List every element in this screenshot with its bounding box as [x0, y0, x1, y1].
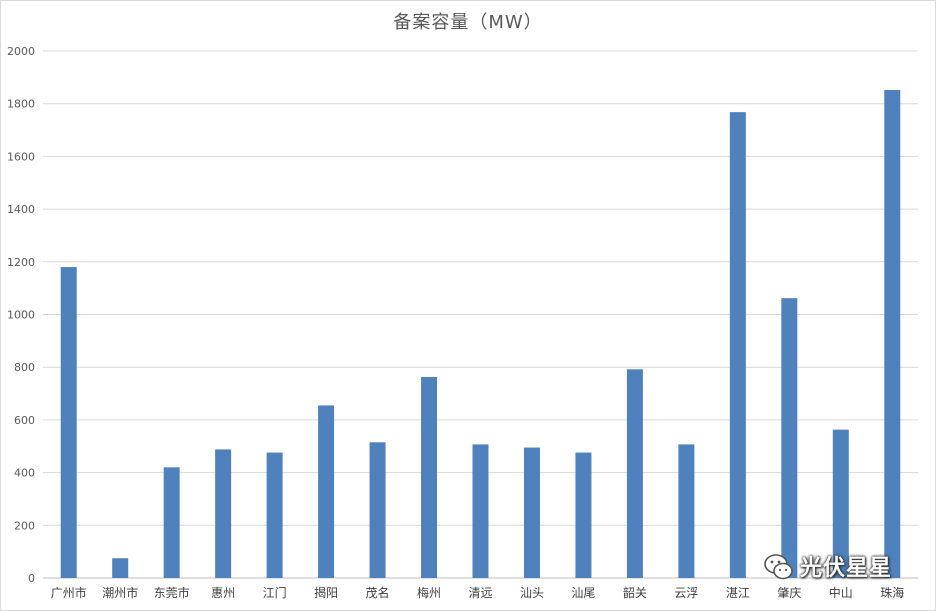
bar-10 [575, 452, 592, 578]
y-tick-label: 400 [14, 467, 35, 480]
y-tick-label: 1800 [7, 98, 35, 111]
x-tick-label: 惠州 [211, 586, 235, 600]
chart-title: 备案容量（MW） [393, 12, 543, 33]
bar-3 [215, 449, 232, 578]
bar-2 [163, 467, 180, 578]
bar-4 [266, 452, 283, 578]
x-axis-ticks: 广州市 潮州市 东莞市 惠州 江门 揭阳 茂名 梅州 清远 汕头 汕尾 韶关 云浮 湛江 肇庆 中山 珠海 [51, 585, 905, 600]
y-axis-ticks: 0 200 400 600 800 1000 1200 1400 1600 1800 2000 [7, 45, 35, 585]
y-tick-label: 1200 [7, 256, 35, 269]
gridlines [43, 50, 918, 579]
x-tick-label: 梅州 [417, 585, 441, 600]
bar-14 [781, 298, 798, 578]
x-tick-label: 湛江 [726, 586, 750, 600]
x-tick-label: 韶关 [623, 585, 647, 600]
bar-6 [369, 442, 386, 578]
y-tick-label: 1000 [7, 309, 35, 322]
x-tick-label: 云浮 [674, 586, 698, 600]
y-tick-label: 1400 [7, 203, 35, 216]
bar-5 [318, 405, 335, 578]
bar-15 [832, 429, 849, 578]
x-tick-label: 茂名 [366, 585, 390, 600]
x-tick-label: 广州市 [51, 585, 87, 600]
watermark: 光伏星星 [762, 548, 912, 588]
bar-16 [884, 89, 901, 579]
x-tick-label: 江门 [263, 585, 287, 600]
y-tick-label: 200 [14, 519, 35, 532]
y-tick-label: 0 [28, 572, 35, 585]
bar-1 [112, 558, 129, 578]
y-tick-label: 600 [14, 414, 35, 427]
y-tick-label: 2000 [7, 45, 35, 58]
x-tick-label: 揭阳 [314, 585, 338, 600]
wechat-icon [764, 554, 793, 580]
x-tick-label: 清远 [468, 586, 492, 600]
bar-0 [60, 267, 77, 578]
y-tick-label: 1600 [7, 150, 35, 163]
x-tick-label: 中山 [829, 585, 853, 600]
bar-9 [523, 447, 540, 578]
x-tick-label: 东莞市 [154, 585, 190, 600]
bar-7 [421, 376, 438, 578]
watermark-text: 光伏星星 [800, 556, 893, 581]
y-tick-label: 800 [14, 361, 35, 374]
bar-8 [472, 444, 489, 578]
x-tick-label: 汕头 [520, 586, 544, 600]
bars [60, 89, 901, 579]
x-tick-label: 珠海 [880, 585, 904, 600]
x-tick-label: 肇庆 [777, 585, 801, 600]
bar-13 [729, 112, 746, 578]
x-tick-label: 潮州市 [102, 585, 138, 600]
bar-11 [626, 369, 643, 578]
bar-12 [678, 444, 695, 578]
x-tick-label: 汕尾 [571, 586, 595, 600]
